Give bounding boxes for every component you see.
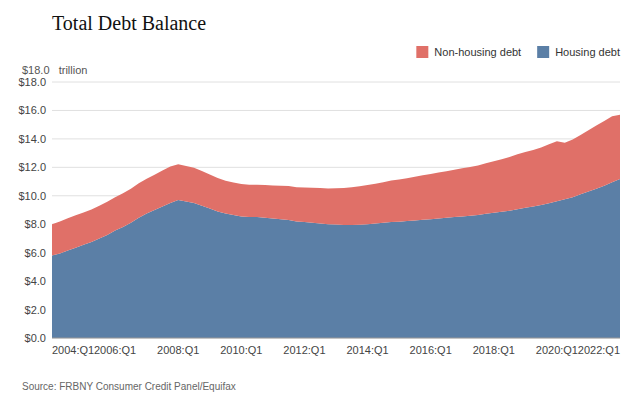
chart: Total Debt Balance $0.0 $2.0 $4.0 $6.0 $8.0 $1…	[0, 0, 640, 400]
x-axis	[52, 338, 620, 339]
x-tick-label: 2020:Q1	[536, 344, 578, 356]
y-tick-label: $16.0	[18, 104, 46, 116]
grid-line	[52, 338, 620, 339]
area	[52, 115, 620, 256]
x-tick-label: 2004:Q1	[52, 344, 94, 356]
y-tick-label: $8.0	[25, 218, 46, 230]
legend-swatch	[537, 46, 549, 58]
y-tick-label: $18.0	[18, 76, 46, 88]
grid	[52, 82, 620, 338]
grid-line	[52, 110, 620, 111]
x-tick-label: 2012:Q1	[283, 344, 325, 356]
grid-line	[52, 82, 620, 83]
y-tick-label: $4.0	[25, 275, 46, 287]
y-tick-label: $14.0	[18, 133, 46, 145]
x-tick-label: 2010:Q1	[220, 344, 262, 356]
y-tick-label: $6.0	[25, 247, 46, 259]
title: Total Debt Balance	[52, 12, 206, 34]
y-tick-label: $0.0	[25, 332, 46, 344]
legend-label: Housing debt	[555, 46, 620, 58]
y-tick-label: $12.0	[18, 161, 46, 173]
legend: Non-housing debt Housing debt	[416, 46, 620, 58]
plot-area	[52, 115, 620, 338]
y-tick-label: $10.0	[18, 190, 46, 202]
x-tick-label: 2018:Q1	[473, 344, 515, 356]
subtitle: $18.0 trillion	[22, 64, 87, 76]
x-tick-label: 2006:Q1	[94, 344, 136, 356]
source: Source: FRBNY Consumer Credit Panel/Equi…	[22, 381, 236, 392]
x-tick-label: 2016:Q1	[410, 344, 452, 356]
legend-swatch	[416, 46, 428, 58]
x-tick-label: 2008:Q1	[157, 344, 199, 356]
y-tick-label: $2.0	[25, 304, 46, 316]
grid-line	[52, 138, 620, 139]
x-tick-label: 2022:Q1	[578, 344, 620, 356]
legend-label: Non-housing debt	[434, 46, 521, 58]
x-tick-label: 2014:Q1	[346, 344, 388, 356]
